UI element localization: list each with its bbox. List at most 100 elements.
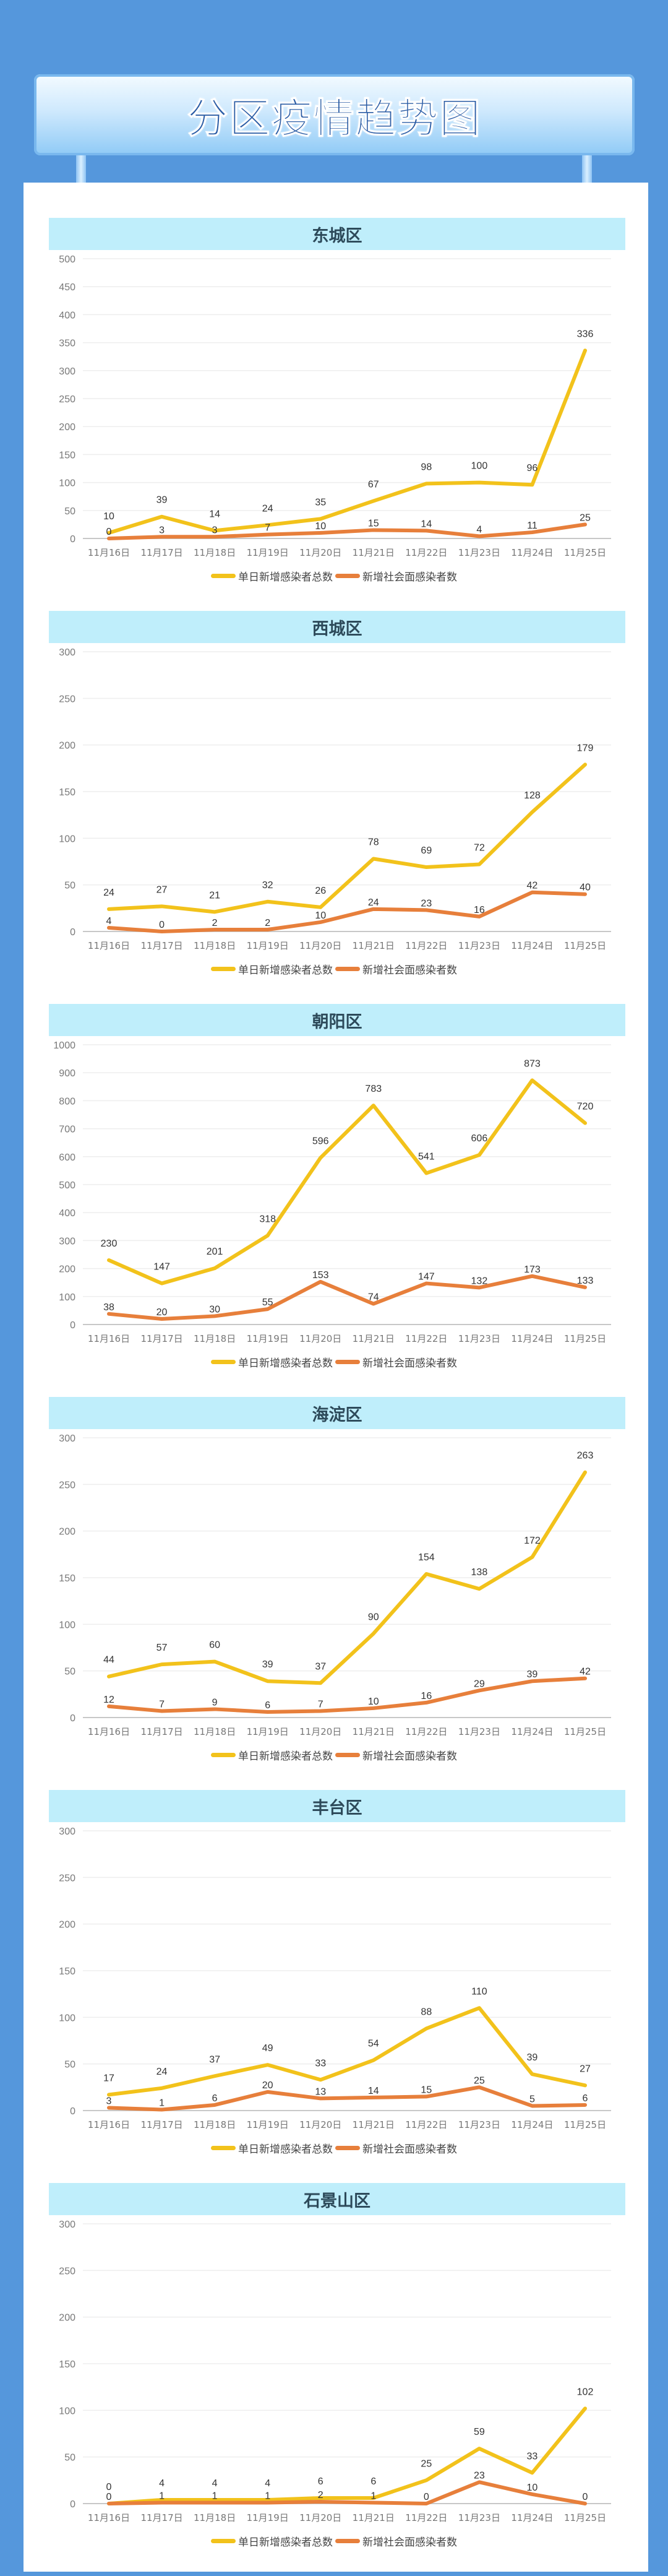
data-label: 230 [101,1238,118,1249]
data-label: 15 [368,518,379,529]
x-tick-label: 11月23日 [458,2512,500,2523]
y-tick-label: 0 [70,1320,75,1331]
data-label: 179 [577,743,594,753]
data-label: 25 [421,2458,432,2469]
data-label: 7 [318,1699,323,1709]
data-label: 24 [368,897,379,908]
x-tick-label: 11月25日 [564,2512,606,2523]
y-tick-label: 50 [64,2060,75,2070]
x-tick-label: 11月24日 [511,2512,553,2523]
y-tick-label: 700 [59,1125,75,1135]
data-label: 20 [156,1307,168,1318]
legend-swatch [211,2539,236,2543]
x-tick-label: 11月17日 [140,1333,182,1344]
data-label: 42 [580,1667,591,1677]
x-tick-label: 11月22日 [405,547,447,558]
x-tick-label: 11月16日 [88,1333,130,1344]
y-tick-label: 400 [59,1208,75,1219]
x-tick-label: 11月16日 [88,1726,130,1737]
data-label: 55 [262,1297,273,1308]
data-label: 2 [265,918,270,928]
data-label: 0 [106,527,112,537]
series-line [107,1078,587,1286]
data-label: 26 [315,886,326,896]
y-tick-label: 100 [59,2013,75,2023]
data-label: 90 [368,1612,379,1622]
legend-label: 单日新增感染者总数 [238,2536,333,2549]
data-label: 336 [577,329,594,339]
x-tick-label: 11月20日 [299,1726,341,1737]
legend-swatch [211,967,236,971]
x-tick-label: 11月25日 [564,2119,606,2130]
y-tick-label: 50 [64,2453,75,2463]
legend-item: 单日新增感染者总数 [211,1747,333,1763]
data-label: 10 [315,521,326,532]
legend-swatch [211,2146,236,2150]
x-tick-label: 11月17日 [140,1726,182,1737]
data-label: 6 [212,2093,218,2104]
district-chart: 东城区 0 50 100 150 200 250 300 350 400 450 500 11月16日 1… [0,218,668,611]
data-label: 24 [103,888,114,898]
series-line [107,763,587,914]
x-tick-label: 11月18日 [194,1333,236,1344]
y-tick-label: 100 [59,2406,75,2416]
data-label: 42 [527,881,538,891]
x-tick-label: 11月17日 [140,2512,182,2523]
x-tick-label: 11月16日 [88,2119,130,2130]
data-label: 15 [421,2085,432,2095]
legend-label: 新增社会面感染者数 [362,1357,457,1370]
data-label: 96 [527,463,538,473]
data-label: 14 [368,2086,379,2096]
x-tick-label: 11月17日 [140,2119,182,2130]
x-tick-label: 11月24日 [511,547,553,558]
data-label: 102 [577,2387,594,2397]
legend-swatch [335,574,360,578]
y-tick-label: 300 [59,366,75,377]
legend-label: 新增社会面感染者数 [362,1750,457,1763]
data-label: 2 [212,918,218,928]
data-label: 128 [524,790,541,801]
data-label: 69 [421,845,432,856]
y-tick-label: 200 [59,2313,75,2323]
data-label: 138 [471,1567,488,1578]
data-label: 16 [474,905,485,915]
data-label: 0 [159,920,165,930]
x-tick-label: 11月23日 [458,547,500,558]
data-label: 12 [103,1695,114,1705]
y-tick-label: 200 [59,1264,75,1275]
district-chart: 丰台区 0 50 100 150 200 250 300 11月16日 11月17日 11月18日 1… [0,1790,668,2183]
data-label: 25 [580,512,591,523]
y-tick-label: 0 [70,534,75,545]
x-tick-label: 11月22日 [405,1333,447,1344]
data-label: 14 [421,519,432,529]
x-tick-label: 11月22日 [405,2119,447,2130]
series-line [107,2006,587,2097]
district-chart: 西城区 0 50 100 150 200 250 300 11月16日 11月17日 11月18日 1… [0,611,668,1004]
x-tick-label: 11月16日 [88,2512,130,2523]
x-tick-label: 11月19日 [247,2512,289,2523]
y-tick-label: 400 [59,310,75,321]
data-label: 3 [106,2096,112,2106]
legend-swatch [211,574,236,578]
data-label: 27 [580,2064,591,2074]
data-label: 6 [370,2476,376,2487]
data-label: 25 [474,2075,485,2086]
data-label: 59 [474,2427,485,2437]
data-label: 4 [106,916,112,927]
y-tick-label: 300 [59,647,75,658]
x-tick-label: 11月21日 [353,2119,395,2130]
legend-item: 单日新增感染者总数 [211,2140,333,2156]
legend-item: 新增社会面感染者数 [335,2533,457,2549]
data-label: 60 [209,1640,220,1651]
x-tick-label: 11月19日 [247,2119,289,2130]
x-tick-label: 11月22日 [405,2512,447,2523]
series-line [107,1470,587,1685]
data-label: 6 [583,2093,588,2104]
y-tick-label: 450 [59,282,75,293]
data-label: 72 [474,843,485,854]
data-label: 10 [103,511,114,522]
legend-swatch [211,1753,236,1757]
legend-swatch [335,967,360,971]
data-label: 44 [103,1655,114,1666]
